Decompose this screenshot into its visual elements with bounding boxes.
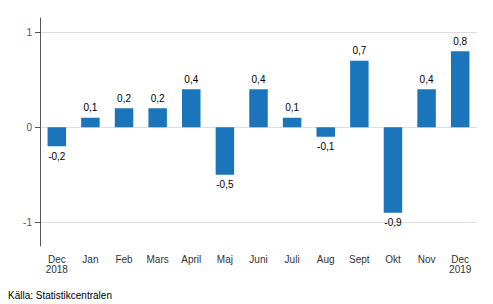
svg-text:0,1: 0,1 [83, 102, 97, 113]
svg-text:0,8: 0,8 [453, 36, 467, 47]
svg-text:Jan: Jan [82, 254, 98, 265]
svg-text:2018: 2018 [46, 264, 69, 275]
svg-text:0,4: 0,4 [184, 74, 198, 85]
svg-text:Maj: Maj [217, 254, 233, 265]
svg-text:Mars: Mars [147, 254, 169, 265]
svg-text:Juli: Juli [285, 254, 300, 265]
svg-text:Okt: Okt [385, 254, 401, 265]
svg-text:1: 1 [26, 27, 32, 38]
svg-text:Sept: Sept [349, 254, 370, 265]
svg-text:-0,2: -0,2 [48, 151, 66, 162]
svg-text:Dec: Dec [451, 253, 470, 265]
svg-text:Feb: Feb [115, 254, 133, 265]
svg-text:0,4: 0,4 [252, 74, 266, 85]
svg-text:Nov: Nov [418, 254, 436, 265]
svg-text:2019: 2019 [449, 264, 472, 275]
svg-text:Källa: Statistikcentralen: Källa: Statistikcentralen [8, 290, 112, 301]
svg-text:0,2: 0,2 [117, 93, 131, 104]
svg-text:0,7: 0,7 [352, 45, 366, 56]
svg-text:-0,9: -0,9 [384, 217, 402, 228]
svg-text:Juni: Juni [249, 254, 267, 265]
svg-text:Aug: Aug [317, 254, 335, 265]
svg-text:0,1: 0,1 [285, 102, 299, 113]
svg-text:0,2: 0,2 [151, 93, 165, 104]
svg-text:Dec: Dec [47, 253, 66, 265]
svg-text:-0,5: -0,5 [216, 179, 234, 190]
svg-text:April: April [181, 254, 201, 265]
svg-text:0: 0 [26, 122, 32, 133]
svg-text:-0,1: -0,1 [317, 141, 335, 152]
svg-text:0,4: 0,4 [420, 74, 434, 85]
svg-text:-1: -1 [23, 217, 32, 228]
